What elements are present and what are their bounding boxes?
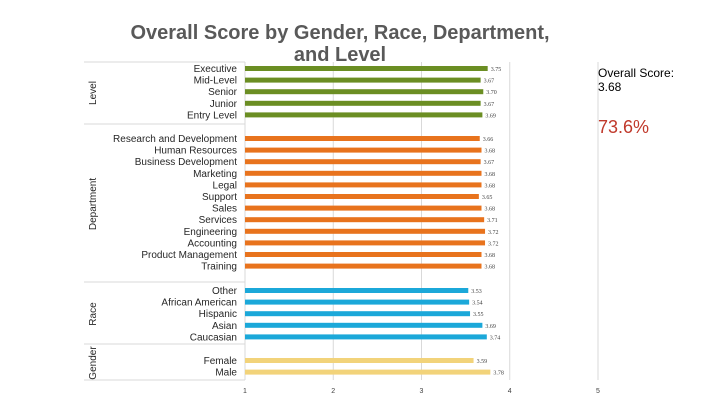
- bar: [245, 100, 481, 106]
- data-label: 3.68: [485, 172, 496, 178]
- data-label: 3.65: [482, 195, 493, 201]
- x-tick-label: 4: [508, 388, 512, 395]
- bar: [245, 252, 482, 257]
- bar: [245, 288, 469, 293]
- group-label: Level: [88, 81, 99, 105]
- bar: [245, 112, 483, 118]
- bar: [245, 170, 482, 176]
- bar: [245, 89, 484, 95]
- group-label: Gender: [88, 346, 99, 380]
- bar: [245, 194, 479, 199]
- data-label: 3.70: [486, 90, 497, 96]
- bar: [245, 205, 482, 211]
- bar: [245, 240, 486, 246]
- bar: [245, 77, 481, 83]
- bar: [245, 311, 471, 317]
- bar: [245, 66, 488, 71]
- x-tick-label: 2: [331, 388, 335, 395]
- category-label: Male: [215, 368, 237, 379]
- bar: [245, 228, 486, 234]
- overall-score-label: Overall Score: 3.68: [598, 66, 708, 94]
- category-label: Caucasian: [190, 332, 237, 343]
- category-label: Female: [204, 356, 238, 367]
- data-label: 3.68: [485, 183, 496, 189]
- bar: [245, 136, 480, 141]
- category-label: Marketing: [193, 169, 237, 180]
- category-label: Junior: [210, 99, 238, 110]
- bar: [245, 369, 491, 375]
- category-label: Other: [212, 286, 238, 297]
- x-tick-label: 1: [243, 388, 247, 395]
- group-label: Department: [88, 178, 99, 230]
- category-label: Hispanic: [199, 309, 237, 320]
- category-label: Support: [202, 192, 237, 203]
- data-label: 3.68: [485, 253, 496, 259]
- category-label: Services: [199, 215, 237, 226]
- data-label: 3.68: [485, 265, 496, 271]
- group-label: Race: [88, 302, 99, 326]
- category-label: Training: [201, 262, 237, 273]
- data-label: 3.72: [488, 241, 499, 247]
- category-label: Research and Development: [113, 134, 237, 145]
- category-label: Asian: [212, 321, 237, 332]
- data-label: 3.78: [493, 371, 504, 377]
- bar: [245, 147, 482, 153]
- overall-percentage: 73.6%: [598, 117, 650, 137]
- x-tick-label: 5: [596, 388, 600, 395]
- bar: [245, 159, 481, 165]
- data-label: 3.74: [490, 335, 501, 341]
- data-label: 3.75: [491, 67, 502, 73]
- bar: [245, 334, 487, 340]
- category-label: African American: [161, 298, 237, 309]
- category-label: Accounting: [188, 238, 237, 249]
- category-label: Sales: [212, 204, 237, 215]
- data-label: 3.71: [487, 218, 498, 224]
- data-label: 3.67: [484, 160, 495, 166]
- data-label: 3.67: [484, 102, 495, 108]
- data-label: 3.69: [485, 324, 496, 330]
- x-tick-label: 3: [420, 388, 424, 395]
- data-label: 3.69: [485, 113, 496, 119]
- category-label: Senior: [208, 87, 238, 98]
- category-label: Entry Level: [187, 110, 237, 121]
- category-label: Business Development: [135, 157, 237, 168]
- data-label: 3.72: [488, 230, 499, 236]
- data-label: 3.54: [472, 301, 483, 307]
- bar: [245, 217, 485, 223]
- data-label: 3.53: [471, 289, 482, 295]
- data-label: 3.67: [484, 79, 495, 85]
- bar: [245, 322, 483, 328]
- data-label: 3.59: [477, 359, 488, 365]
- category-label: Engineering: [184, 227, 237, 238]
- overall-score-caption: Overall Score:: [598, 66, 675, 80]
- category-label: Mid-Level: [194, 76, 237, 87]
- bar: [245, 182, 482, 188]
- overall-score-value: 3.68: [598, 80, 622, 94]
- bar: [245, 358, 474, 363]
- category-label: Executive: [194, 64, 238, 75]
- data-label: 3.68: [485, 207, 496, 213]
- bar: [245, 263, 482, 269]
- category-label: Human Resources: [154, 146, 237, 157]
- category-label: Legal: [213, 180, 237, 191]
- data-label: 3.68: [485, 149, 496, 155]
- data-label: 3.66: [483, 137, 494, 143]
- data-label: 3.55: [473, 312, 484, 318]
- category-label: Product Management: [141, 250, 237, 261]
- bar: [245, 299, 470, 305]
- chart-title: Overall Score by Gender, Race, Departmen…: [130, 22, 550, 66]
